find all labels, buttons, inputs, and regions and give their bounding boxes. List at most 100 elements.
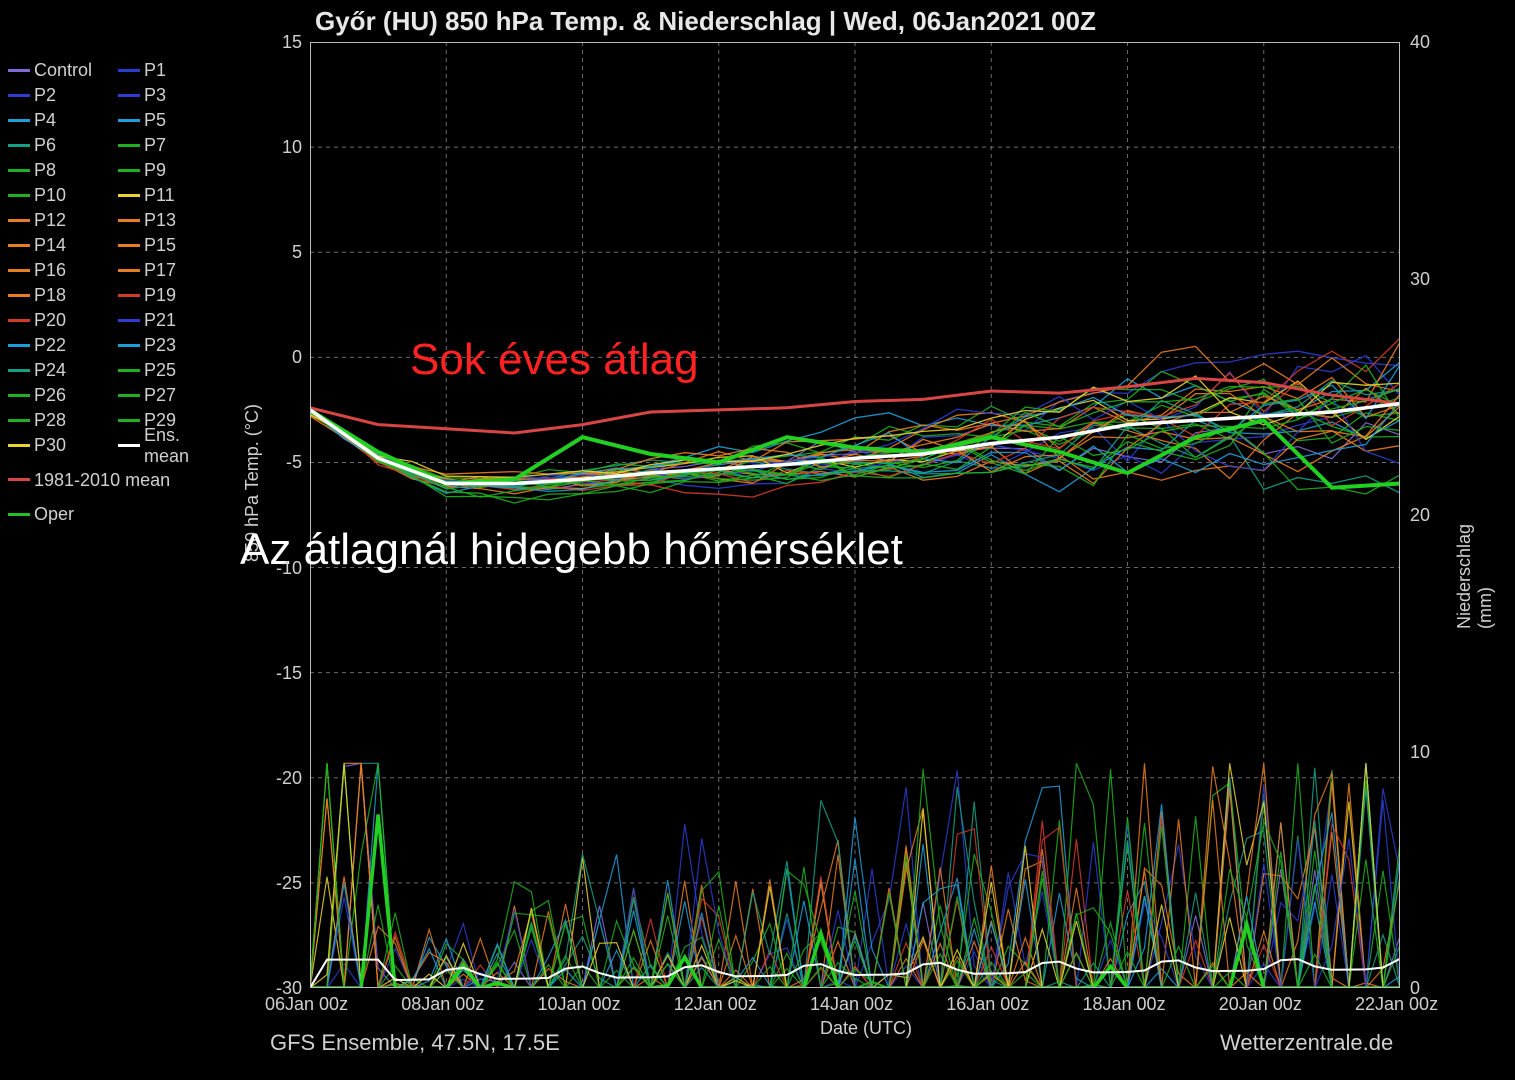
legend-swatch bbox=[8, 419, 30, 422]
legend-row: P8 P9 bbox=[8, 158, 228, 183]
legend-item: P28 bbox=[8, 410, 118, 431]
x-tick: 12Jan 00z bbox=[674, 994, 757, 1015]
legend-swatch bbox=[8, 478, 30, 481]
legend-label: P21 bbox=[144, 310, 176, 331]
overlay-annotation-red: Sok éves átlag bbox=[410, 335, 699, 385]
legend-label: P9 bbox=[144, 160, 166, 181]
legend-item: P3 bbox=[118, 85, 228, 106]
legend-swatch bbox=[8, 344, 30, 347]
legend-row: P22 P23 bbox=[8, 333, 228, 358]
x-tick: 22Jan 00z bbox=[1355, 994, 1438, 1015]
legend-item: P13 bbox=[118, 210, 228, 231]
legend-label: P2 bbox=[34, 85, 56, 106]
legend-row: P12 P13 bbox=[8, 208, 228, 233]
legend-swatch bbox=[118, 244, 140, 247]
legend-item: P12 bbox=[8, 210, 118, 231]
legend-label: P3 bbox=[144, 85, 166, 106]
y-left-tick: 5 bbox=[292, 242, 302, 263]
y-right-tick: 40 bbox=[1410, 32, 1430, 53]
legend-label: P8 bbox=[34, 160, 56, 181]
legend-item: P24 bbox=[8, 360, 118, 381]
plot-svg bbox=[310, 42, 1400, 988]
x-axis-label: Date (UTC) bbox=[820, 1018, 912, 1039]
legend-label: P14 bbox=[34, 235, 66, 256]
legend-row: Oper bbox=[8, 502, 228, 527]
legend-label: P17 bbox=[144, 260, 176, 281]
legend-swatch bbox=[118, 119, 140, 122]
legend-label: P1 bbox=[144, 60, 166, 81]
legend-label: P4 bbox=[34, 110, 56, 131]
legend-row: P14 P15 bbox=[8, 233, 228, 258]
legend-item: P30 bbox=[8, 435, 118, 456]
legend-swatch bbox=[8, 94, 30, 97]
x-tick: 10Jan 00z bbox=[538, 994, 621, 1015]
legend-swatch bbox=[118, 419, 140, 422]
y-right-tick: 10 bbox=[1410, 742, 1430, 763]
legend-label: P5 bbox=[144, 110, 166, 131]
legend-row: P18P19 bbox=[8, 283, 228, 308]
legend-row: P10P11 bbox=[8, 183, 228, 208]
legend-item: P15 bbox=[118, 235, 228, 256]
x-tick: 08Jan 00z bbox=[401, 994, 484, 1015]
legend-swatch bbox=[118, 394, 140, 397]
legend-swatch bbox=[118, 319, 140, 322]
legend-swatch bbox=[8, 444, 30, 447]
legend-swatch bbox=[118, 94, 140, 97]
legend-item: P4 bbox=[8, 110, 118, 131]
legend-item: P23 bbox=[118, 335, 228, 356]
legend-swatch bbox=[118, 444, 140, 447]
chart-root: Győr (HU) 850 hPa Temp. & Niederschlag |… bbox=[0, 0, 1515, 1080]
legend-swatch bbox=[8, 244, 30, 247]
y-left-tick: -20 bbox=[276, 768, 302, 789]
legend-row: P26 P27 bbox=[8, 383, 228, 408]
footer-left: GFS Ensemble, 47.5N, 17.5E bbox=[270, 1030, 560, 1056]
legend-label: P26 bbox=[34, 385, 66, 406]
legend-swatch bbox=[118, 169, 140, 172]
overlay-annotation-white: Az átlagnál hidegebb hőmérséklet bbox=[240, 525, 903, 575]
y-right-tick: 30 bbox=[1410, 269, 1430, 290]
legend-item: P7 bbox=[118, 135, 228, 156]
legend-swatch bbox=[118, 144, 140, 147]
legend-item: Ens. mean bbox=[118, 425, 228, 467]
legend-swatch bbox=[8, 144, 30, 147]
legend-swatch bbox=[118, 344, 140, 347]
legend-item: P9 bbox=[118, 160, 228, 181]
legend-label: P27 bbox=[144, 385, 176, 406]
legend-swatch bbox=[118, 369, 140, 372]
legend-swatch bbox=[118, 69, 140, 72]
legend-swatch bbox=[8, 169, 30, 172]
legend-row: P30Ens. mean bbox=[8, 433, 228, 458]
legend-row: P16 P17 bbox=[8, 258, 228, 283]
legend-swatch bbox=[118, 294, 140, 297]
legend-label: P10 bbox=[34, 185, 66, 206]
legend-item: P10 bbox=[8, 185, 118, 206]
legend-row: P4 P5 bbox=[8, 108, 228, 133]
legend-row: P24 P25 bbox=[8, 358, 228, 383]
legend-label: Control bbox=[34, 60, 92, 81]
y-right-tick: 20 bbox=[1410, 505, 1430, 526]
legend-item: P19 bbox=[118, 285, 228, 306]
legend-swatch bbox=[8, 269, 30, 272]
legend-label: P25 bbox=[144, 360, 176, 381]
legend-swatch bbox=[118, 269, 140, 272]
legend-swatch bbox=[8, 194, 30, 197]
x-tick: 20Jan 00z bbox=[1219, 994, 1302, 1015]
legend-swatch bbox=[8, 219, 30, 222]
legend-item: P14 bbox=[8, 235, 118, 256]
legend-label: P6 bbox=[34, 135, 56, 156]
legend-item: P1 bbox=[118, 60, 228, 81]
legend-label: P24 bbox=[34, 360, 66, 381]
legend-swatch bbox=[118, 219, 140, 222]
legend-item: Control bbox=[8, 60, 118, 81]
x-tick: 06Jan 00z bbox=[265, 994, 348, 1015]
legend-swatch bbox=[8, 69, 30, 72]
legend-label: P16 bbox=[34, 260, 66, 281]
legend-label: P12 bbox=[34, 210, 66, 231]
y-left-tick: 0 bbox=[292, 347, 302, 368]
legend-label: P22 bbox=[34, 335, 66, 356]
legend-swatch bbox=[8, 319, 30, 322]
legend-item: P2 bbox=[8, 85, 118, 106]
legend-label: 1981-2010 mean bbox=[34, 470, 170, 490]
legend-label: P19 bbox=[144, 285, 176, 306]
y-left-tick: -5 bbox=[286, 452, 302, 473]
